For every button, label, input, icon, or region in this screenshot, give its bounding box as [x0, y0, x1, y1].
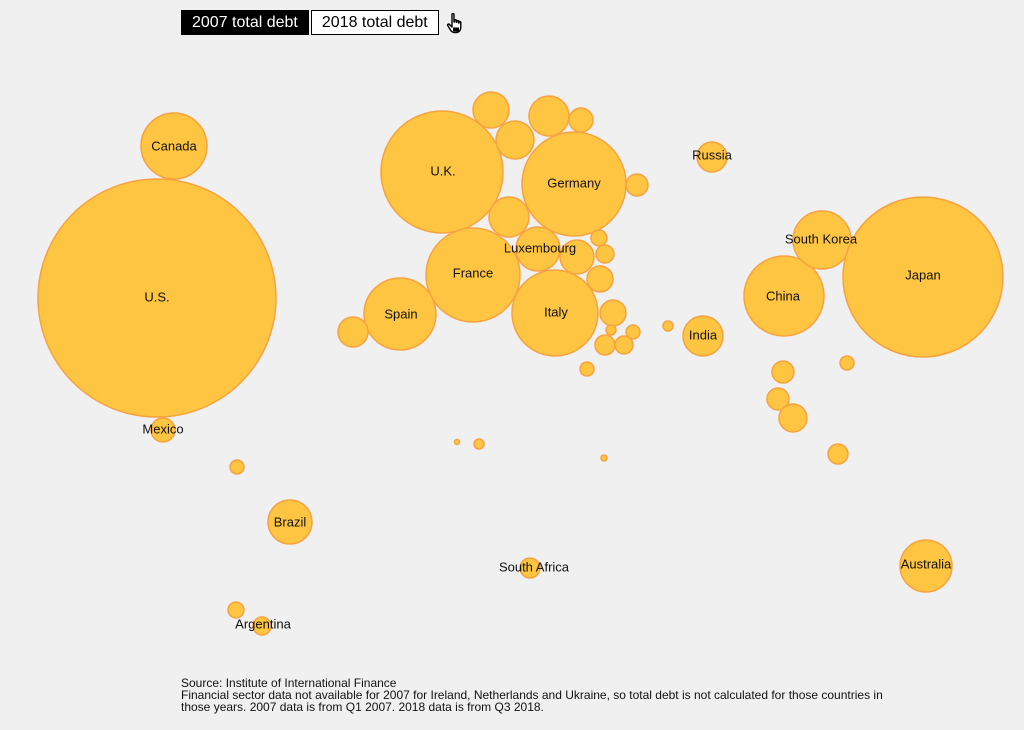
bubble-mexico[interactable]	[150, 417, 176, 443]
bubble-small[interactable]	[595, 244, 615, 264]
bubble-china[interactable]	[743, 255, 825, 337]
bubble-canada[interactable]	[140, 112, 208, 180]
bubble-small[interactable]	[771, 360, 795, 384]
bubble-south-korea[interactable]	[792, 210, 852, 270]
bubble-small[interactable]	[472, 91, 510, 129]
label-uk: U.K.	[430, 163, 455, 178]
bubble-small[interactable]	[579, 361, 595, 377]
bubble-small[interactable]	[778, 403, 808, 433]
bubble-small[interactable]	[827, 443, 849, 465]
label-australia: Australia	[901, 556, 952, 571]
bubble-small[interactable]	[599, 299, 627, 327]
bubble-small[interactable]	[568, 107, 594, 133]
bubble-small[interactable]	[227, 601, 245, 619]
bubble-small[interactable]	[528, 95, 570, 137]
bubble-small[interactable]	[473, 438, 485, 450]
bubble-france[interactable]	[425, 227, 521, 323]
bubble-argentina[interactable]	[252, 616, 272, 636]
label-russia: Russia	[692, 147, 733, 162]
bubble-small[interactable]	[600, 454, 608, 462]
bubble-small[interactable]	[839, 355, 855, 371]
bubble-small[interactable]	[625, 324, 641, 340]
hand-pointer-icon	[446, 12, 462, 33]
bubble-small[interactable]	[614, 335, 634, 355]
label-canada: Canada	[151, 138, 197, 153]
bubble-small[interactable]	[586, 265, 614, 293]
bubble-brazil[interactable]	[267, 499, 313, 545]
label-argentina: Argentina	[235, 616, 291, 631]
toggle-2018-button[interactable]: 2018 total debt	[310, 10, 439, 35]
bubble-small[interactable]	[594, 334, 616, 356]
bubble-small[interactable]	[766, 387, 790, 411]
label-brazil: Brazil	[274, 514, 307, 529]
label-india: India	[689, 327, 718, 342]
bubble-japan[interactable]	[842, 196, 1004, 358]
bubble-small[interactable]	[605, 324, 617, 336]
bubble-uk[interactable]	[380, 110, 504, 234]
label-japan: Japan	[905, 267, 940, 282]
toggle-2007-button[interactable]: 2007 total debt	[181, 10, 309, 35]
bubble-small[interactable]	[590, 229, 608, 247]
bubble-luxembourg[interactable]	[515, 226, 561, 272]
label-mexico: Mexico	[142, 421, 183, 436]
bubble-small[interactable]	[453, 438, 461, 446]
label-south-korea: South Korea	[785, 231, 858, 246]
bubble-us[interactable]	[37, 178, 277, 418]
bubble-small[interactable]	[625, 173, 649, 197]
debt-bubble-map: U.S. Canada Mexico Brazil Argentina U.K.…	[37, 91, 1004, 636]
bubble-spain[interactable]	[363, 277, 437, 351]
label-spain: Spain	[384, 306, 417, 321]
label-germany: Germany	[547, 175, 601, 190]
bubble-small[interactable]	[662, 320, 674, 332]
bubble-small[interactable]	[559, 239, 595, 275]
label-luxembourg: Luxembourg	[504, 240, 576, 255]
bubble-small[interactable]	[337, 316, 369, 348]
bubble-australia[interactable]	[899, 539, 953, 593]
label-china: China	[766, 288, 801, 303]
label-france: France	[453, 265, 493, 280]
bubble-italy[interactable]	[511, 269, 599, 357]
label-us: U.S.	[144, 289, 169, 304]
bubble-small[interactable]	[488, 196, 530, 238]
chart-footer: Source: Institute of International Finan…	[181, 677, 901, 713]
label-italy: Italy	[544, 304, 568, 319]
debt-year-toggle: 2007 total debt 2018 total debt	[181, 10, 465, 35]
bubble-india[interactable]	[682, 315, 724, 357]
bubble-russia[interactable]	[696, 141, 728, 173]
source-note: Source: Institute of International Finan…	[181, 676, 397, 690]
data-availability-note: Financial sector data not available for …	[181, 688, 883, 714]
bubble-small[interactable]	[495, 120, 535, 160]
label-south-africa: South Africa	[499, 559, 570, 574]
bubble-small[interactable]	[229, 459, 245, 475]
bubble-south-africa[interactable]	[519, 557, 541, 579]
